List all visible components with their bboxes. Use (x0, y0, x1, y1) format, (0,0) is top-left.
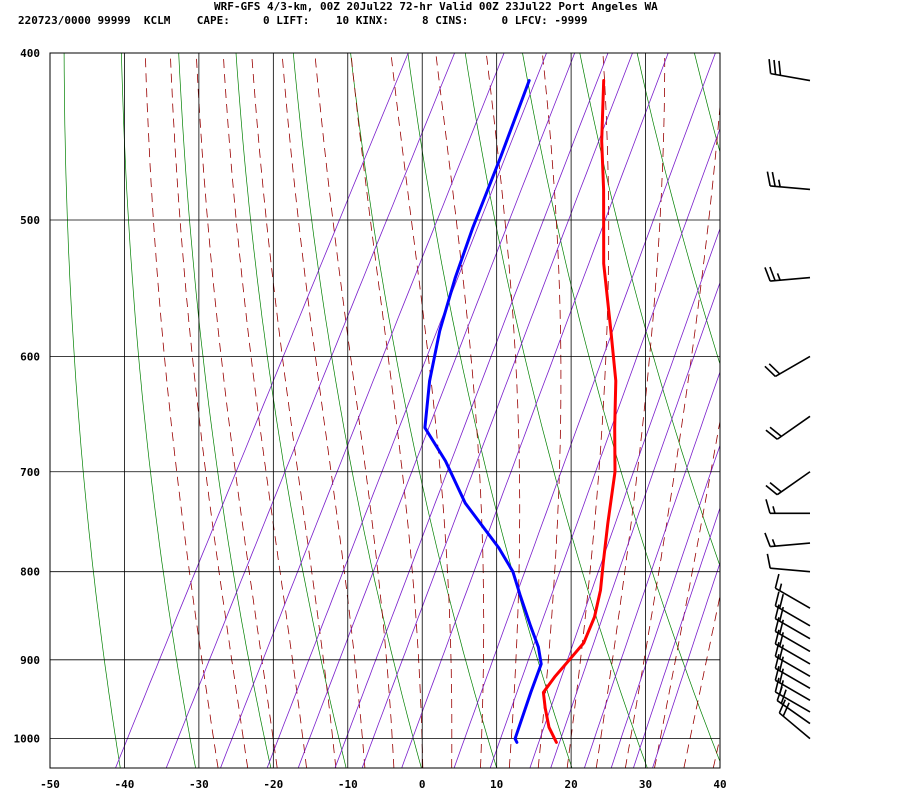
wind-barb (765, 471, 811, 496)
dry-adiabat (235, 53, 347, 768)
chart-title: WRF-GFS 4/3-km, 00Z 20Jul22 72-hr Valid … (214, 0, 658, 13)
mixing-ratio-line (584, 370, 720, 768)
wind-barb (774, 629, 811, 665)
wind-barb (766, 553, 811, 573)
moist-adiabat (435, 53, 485, 768)
wind-barb (774, 573, 811, 609)
mixing-ratio-line (361, 53, 633, 768)
dry-adiabat (292, 53, 422, 768)
wind-barb (774, 617, 811, 653)
moist-adiabat (314, 53, 395, 768)
data-series (423, 79, 618, 744)
moist-adiabat (654, 419, 720, 768)
mixing-ratio-line (165, 53, 456, 768)
x-tick-label: 20 (564, 778, 577, 791)
x-tick-label: -50 (40, 778, 60, 791)
moist-adiabat (251, 53, 337, 768)
moist-adiabat (537, 53, 562, 768)
mixing-ratio-line (401, 53, 669, 768)
mixing-ratio-line (550, 281, 720, 768)
wind-barb (764, 355, 811, 378)
dry-adiabat (861, 34, 900, 768)
dry-adiabat (694, 53, 720, 154)
y-tick-label: 400 (20, 47, 40, 60)
wind-barb (774, 591, 811, 627)
y-tick-label: 600 (20, 350, 40, 363)
wind-barbs (764, 59, 811, 740)
x-tick-label: -30 (189, 778, 209, 791)
background-lines (63, 34, 900, 768)
dry-adiabat (178, 53, 272, 768)
sounding-stats: 220723/0000 99999 KCLM CAPE: 0 LIFT: 10 … (18, 14, 588, 27)
mixing-ratio-line (652, 561, 720, 768)
mixing-ratio-line (529, 227, 720, 768)
wind-barb (765, 499, 810, 515)
mixing-ratio-line (220, 53, 505, 768)
chart-header: WRF-GFS 4/3-km, 00Z 20Jul22 72-hr Valid … (0, 0, 900, 34)
x-tick-label: 10 (490, 778, 503, 791)
mixing-ratio-line (489, 127, 720, 768)
mixing-ratio-line (297, 53, 576, 768)
x-tick-label: -20 (263, 778, 283, 791)
moist-adiabat (281, 53, 366, 768)
x-tick-label: -40 (115, 778, 135, 791)
moist-adiabat (712, 735, 720, 768)
x-tick-label: 0 (419, 778, 426, 791)
y-tick-label: 1000 (14, 733, 41, 746)
dry-adiabat (747, 34, 900, 768)
y-tick-label: 800 (20, 566, 40, 579)
y-tick-label: 700 (20, 466, 40, 479)
x-tick-labels: -50 -40 -30 -20 -10 0 10 20 30 40 (40, 778, 727, 791)
moist-adiabat (144, 53, 219, 768)
x-tick-label: 30 (639, 778, 652, 791)
grid-lines (50, 53, 720, 768)
temperature-line (541, 79, 618, 744)
dry-adiabat (804, 34, 900, 768)
moist-adiabat (169, 53, 249, 768)
dry-adiabat (579, 53, 720, 568)
dry-adiabat (464, 53, 648, 768)
dry-adiabat (350, 53, 498, 768)
moist-adiabat (195, 53, 278, 768)
wind-barb (778, 699, 811, 740)
mixing-ratio-line (115, 53, 409, 768)
y-tick-labels: 400 500 600 700 800 900 1000 (14, 47, 41, 746)
mixing-ratio-line (266, 53, 547, 768)
y-tick-label: 900 (20, 654, 40, 667)
wind-barb (764, 266, 811, 282)
wind-barb (768, 59, 811, 82)
wind-barb (774, 641, 811, 677)
dry-adiabat (407, 53, 573, 768)
moist-adiabat (624, 100, 720, 768)
mixing-ratio-line (610, 444, 720, 768)
dewpoint-line (423, 79, 543, 744)
wind-barb (766, 171, 811, 191)
wind-barb (765, 415, 811, 440)
wind-barb (774, 654, 811, 690)
wind-barb (774, 665, 811, 701)
dry-adiabat (63, 53, 121, 768)
x-tick-label: 40 (713, 778, 726, 791)
x-tick-label: -10 (338, 778, 358, 791)
y-tick-label: 500 (20, 214, 40, 227)
dry-adiabat (121, 53, 196, 768)
dry-adiabat (522, 53, 720, 763)
wind-barb (774, 604, 811, 640)
moist-adiabat (390, 53, 453, 768)
moist-adiabat (222, 53, 307, 768)
mixing-ratio-line (334, 53, 609, 768)
mixing-ratio-line (633, 506, 720, 768)
moist-adiabat (350, 53, 424, 768)
moist-adiabat (595, 53, 666, 768)
dry-adiabat (636, 53, 720, 366)
wind-barb (764, 532, 811, 548)
moist-adiabat (485, 53, 521, 768)
plot-frame (49, 52, 721, 769)
moist-adiabat (566, 53, 610, 768)
mixing-ratio-line (453, 53, 716, 768)
moist-adiabat (683, 594, 720, 768)
